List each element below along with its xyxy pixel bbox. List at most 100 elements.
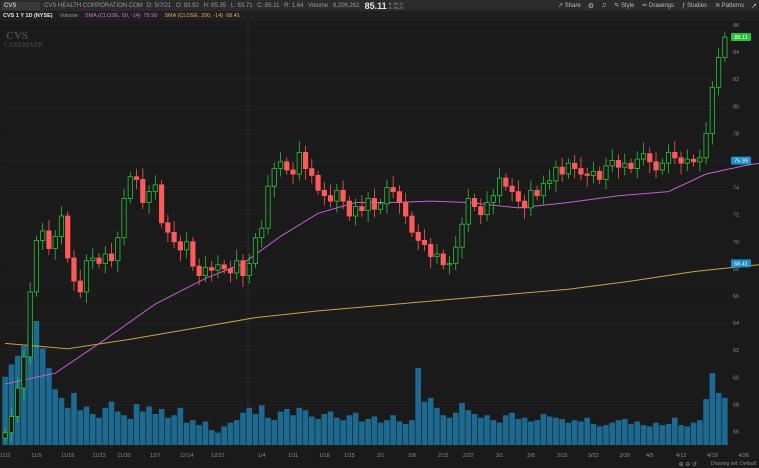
price-tick-label: 70 bbox=[733, 240, 739, 246]
volume-bar bbox=[690, 422, 697, 445]
sma200-line bbox=[5, 264, 759, 350]
price-tick-label: 62 bbox=[733, 348, 739, 354]
candle-down bbox=[227, 268, 234, 274]
low-value: L: 83.71 bbox=[230, 2, 253, 9]
studies-button[interactable]: ƒ Studies bbox=[682, 3, 707, 9]
volume-bar bbox=[271, 420, 278, 445]
candle-up bbox=[540, 183, 546, 197]
date-tick-label: 3/15 bbox=[557, 453, 568, 459]
zoom-reset-icon[interactable]: ↺ bbox=[691, 462, 697, 468]
candle-down bbox=[647, 153, 653, 163]
candle-up bbox=[365, 198, 371, 212]
volume-bar bbox=[83, 406, 90, 445]
candle-down bbox=[77, 280, 83, 293]
drawings-button[interactable]: ✏ Drawings bbox=[642, 2, 674, 9]
candle-down bbox=[165, 222, 171, 233]
price-axis[interactable]: 56586062646668707274767880828486 bbox=[733, 23, 739, 435]
zoom-in-icon[interactable]: ⊕ bbox=[678, 462, 684, 468]
candle-down bbox=[396, 191, 403, 203]
candle-down bbox=[302, 151, 309, 170]
candle-down bbox=[678, 157, 684, 164]
expand-icon[interactable]: ↗ bbox=[751, 2, 757, 10]
candle-down bbox=[327, 195, 334, 202]
volume-bar bbox=[165, 417, 171, 445]
candle-down bbox=[421, 240, 428, 245]
candle-up bbox=[202, 267, 208, 277]
patterns-icon: ≋ bbox=[715, 3, 721, 9]
volume-bar bbox=[283, 409, 290, 445]
volume-bar bbox=[133, 404, 140, 445]
candle-down bbox=[615, 160, 622, 168]
candle-up bbox=[446, 263, 453, 266]
volume-bar bbox=[396, 421, 403, 445]
volume-bar bbox=[277, 411, 284, 445]
style-button[interactable]: ✎ Style bbox=[614, 2, 634, 9]
patterns-label: Patterns bbox=[721, 3, 745, 9]
chart-toolbar: ↗ Share ⚙ ♫ ✎ Style ✏ Drawings ƒ Studies… bbox=[550, 0, 757, 11]
volume-bar bbox=[553, 417, 559, 445]
style-label: Style bbox=[620, 3, 635, 9]
candle-up bbox=[40, 230, 46, 241]
candle-up bbox=[709, 86, 715, 134]
candle-down bbox=[71, 257, 77, 282]
volume-bar bbox=[496, 422, 503, 445]
candle-up bbox=[8, 416, 14, 434]
zoom-out-icon[interactable]: ⊖ bbox=[685, 462, 691, 468]
candle-up bbox=[15, 387, 21, 417]
candle-down bbox=[46, 230, 52, 249]
volume-bar bbox=[183, 422, 190, 445]
date-tick-label: 3/8 bbox=[527, 453, 535, 459]
volume-study[interactable]: Volume bbox=[59, 13, 78, 19]
volume-bar bbox=[609, 422, 616, 445]
candle-up bbox=[102, 253, 108, 264]
candle-up bbox=[277, 161, 284, 170]
candle-down bbox=[240, 260, 246, 277]
candle-down bbox=[309, 168, 315, 176]
share-button[interactable]: ↗ Share bbox=[558, 2, 581, 9]
volume-bar bbox=[559, 418, 565, 445]
price-tick-label: 78 bbox=[733, 131, 739, 137]
candle-down bbox=[578, 168, 584, 175]
candle-up bbox=[697, 157, 703, 163]
volume-bar bbox=[421, 401, 428, 445]
gear-icon[interactable]: ⚙ bbox=[587, 2, 595, 10]
volume-bar bbox=[590, 423, 597, 445]
sma200-study[interactable]: SMA (CLOSE, 200, -14) 68.41 bbox=[164, 13, 239, 19]
volume-bar bbox=[459, 402, 465, 445]
symbol-input[interactable]: CVS bbox=[2, 1, 40, 10]
candle-down bbox=[403, 202, 409, 217]
patterns-button[interactable]: ≋ Patterns bbox=[715, 2, 744, 9]
time-axis[interactable]: 11/2 11/9 11/16 11/23 11/30 12/7 12/14 12/21 1/4… bbox=[0, 453, 759, 459]
candle-up bbox=[622, 162, 628, 168]
volume-bar bbox=[327, 411, 334, 445]
volume-bar bbox=[258, 405, 265, 445]
pencil-icon: ✏ bbox=[642, 3, 648, 9]
sma50-label: SMA (CLOSE, 50, -14) bbox=[84, 13, 141, 19]
candle-up bbox=[703, 132, 709, 159]
volume-bar bbox=[565, 422, 572, 445]
bell-icon[interactable]: ♫ bbox=[601, 2, 607, 9]
candle-up bbox=[334, 189, 340, 202]
candle-down bbox=[321, 189, 327, 197]
volume-bar bbox=[446, 417, 453, 445]
candle-up bbox=[496, 177, 503, 197]
volume-bar bbox=[509, 412, 515, 445]
candle-down bbox=[359, 206, 365, 212]
volume-bar bbox=[359, 421, 365, 445]
date-tick-label: 2/1 bbox=[377, 453, 385, 459]
sma50-value: 75.99 bbox=[143, 13, 158, 19]
price-chart[interactable]: CVS CAREMARK 565860626466687072747678808… bbox=[0, 21, 759, 468]
volume-bar bbox=[390, 415, 396, 445]
volume-bar bbox=[233, 420, 240, 445]
volume-bar bbox=[334, 417, 340, 445]
volume-bar bbox=[477, 417, 484, 445]
volume-bar bbox=[615, 420, 622, 445]
candle-up bbox=[58, 215, 65, 237]
volume-bar bbox=[415, 368, 422, 445]
sma50-study[interactable]: SMA (CLOSE, 50, -14) 75.99 bbox=[85, 13, 157, 19]
volume-bar bbox=[703, 399, 709, 445]
volume-bar bbox=[709, 373, 716, 445]
candle-down bbox=[196, 265, 202, 277]
candle-down bbox=[171, 231, 177, 243]
candle-down bbox=[209, 267, 215, 271]
